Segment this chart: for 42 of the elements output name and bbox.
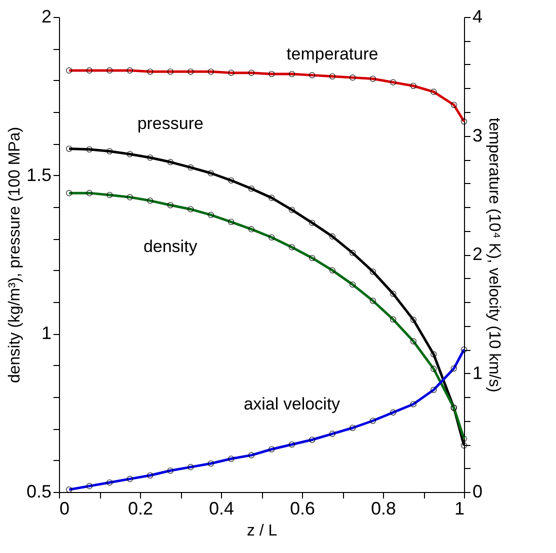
point bbox=[86, 146, 93, 152]
series-label: density bbox=[143, 237, 198, 256]
point bbox=[430, 351, 437, 358]
series-label: pressure bbox=[137, 114, 204, 134]
y-tick-label: 1.5 bbox=[26, 164, 52, 185]
point bbox=[208, 170, 214, 176]
point bbox=[288, 206, 296, 213]
x-tick-label: 0.4 bbox=[208, 498, 234, 518]
x-tick-label: 0.8 bbox=[370, 498, 396, 518]
y-tick-label: 0.5 bbox=[26, 482, 52, 502]
y2-axis-title: temperature (10⁴ K), velocity (10 km/s) bbox=[486, 118, 503, 392]
x-tick-label: 0.6 bbox=[290, 498, 316, 518]
point bbox=[410, 316, 417, 323]
series-label: axial velocity bbox=[244, 394, 341, 414]
point bbox=[390, 290, 396, 297]
point bbox=[268, 194, 275, 201]
point bbox=[349, 250, 356, 256]
point bbox=[228, 177, 234, 184]
x-tick-label: 0.2 bbox=[128, 498, 154, 518]
point bbox=[106, 148, 113, 154]
y-tick-label: 2 bbox=[41, 6, 52, 26]
y2-tick-label: 1 bbox=[472, 362, 483, 383]
y-axis-title: density (kg/m³), pressure (100 MPa) bbox=[6, 126, 24, 384]
y2-tick-label: 3 bbox=[472, 125, 483, 146]
point bbox=[66, 146, 72, 152]
point bbox=[460, 442, 468, 449]
y2-tick-label: 2 bbox=[472, 244, 483, 264]
point bbox=[370, 268, 376, 275]
y2-tick-label: 4 bbox=[472, 6, 483, 26]
point bbox=[308, 220, 316, 226]
point bbox=[248, 186, 255, 192]
series-label: temperature bbox=[286, 44, 378, 64]
y-tick-label: 1 bbox=[41, 323, 52, 344]
point bbox=[187, 164, 194, 171]
y2-tick-label: 0 bbox=[472, 482, 483, 502]
x-tick-label: 1 bbox=[454, 498, 464, 518]
point bbox=[167, 158, 174, 166]
x-tick-label: 0 bbox=[60, 498, 70, 518]
point bbox=[146, 154, 154, 161]
x-axis-title: z / L bbox=[246, 522, 278, 540]
point bbox=[329, 233, 336, 240]
point bbox=[126, 150, 134, 158]
